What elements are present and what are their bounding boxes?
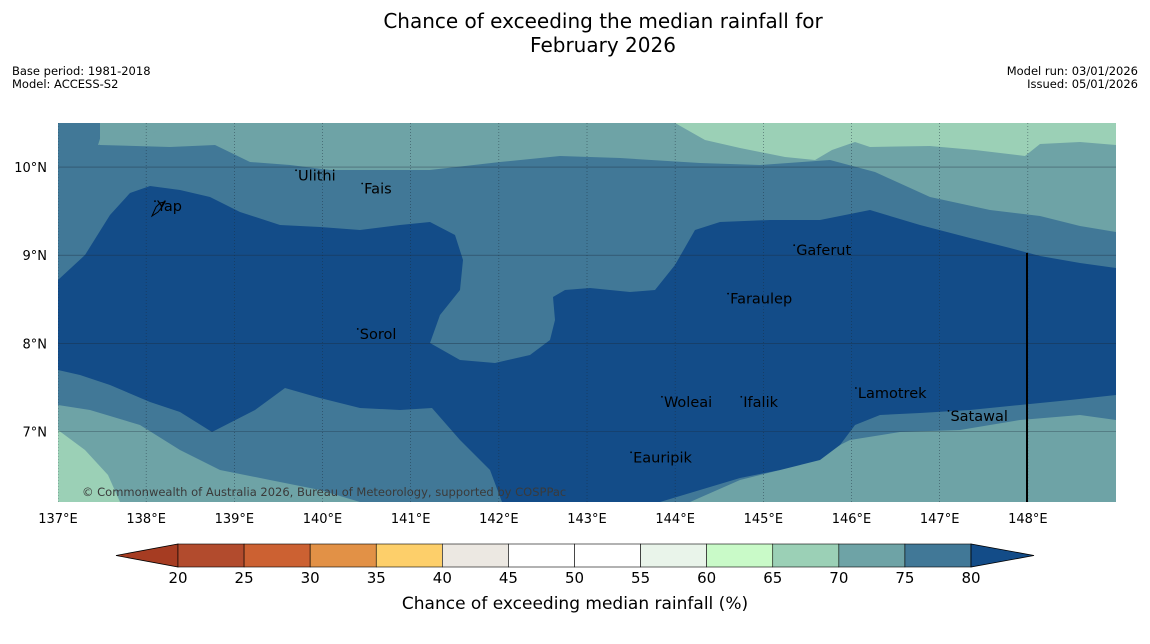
model-name: Model: ACCESS-S2: [12, 77, 119, 91]
place-marker: [295, 169, 297, 172]
longitude-tick-label: 140°E: [303, 512, 343, 527]
longitude-tick-label: 138°E: [126, 512, 166, 527]
title-line-2: February 2026: [530, 33, 676, 57]
longitude-tick-label: 146°E: [832, 512, 872, 527]
colorbar: 20 25 30 35 40 45 50 55 60 65 70 75 80: [115, 543, 1035, 587]
map-fill: Ulithi Fais Yap Gaferut Faraulep Sorol Lamotre…: [58, 123, 1116, 502]
place-label: Ifalik: [743, 395, 778, 411]
longitude-tick-label: 141°E: [391, 512, 431, 527]
place-marker: [661, 395, 663, 398]
colorbar-label: Chance of exceeding median rainfall (%): [401, 594, 749, 614]
zone-top-75: [100, 123, 1116, 232]
colorbar-tick-label: 75: [895, 569, 914, 587]
place-labels: Ulithi Fais Yap Gaferut Faraulep Sorol Lamotre…: [154, 168, 1008, 466]
latitude-labels: 10°N 9°N 8°N 7°N: [14, 161, 47, 440]
zone-bottom-right-75: [690, 415, 1116, 502]
latitude-tick-label: 10°N: [14, 161, 47, 176]
place-label: Yap: [156, 199, 182, 215]
colorbar-tick-label: 40: [433, 569, 452, 587]
meta-right: Model run: 03/01/2026 Issued: 05/01/2026: [1007, 65, 1138, 91]
longitude-tick-label: 145°E: [744, 512, 784, 527]
place-label: Fais: [364, 182, 391, 198]
place-marker: [793, 244, 796, 247]
colorbar-tick-label: 65: [763, 569, 782, 587]
colorbar-tick-label: 35: [367, 569, 386, 587]
colorbar-segment: [442, 543, 509, 568]
colorbar-segment: [640, 543, 707, 568]
colorbar-segment: [706, 543, 774, 568]
colorbar-segment: [309, 543, 377, 568]
place-marker: [361, 182, 364, 185]
colorbar-segment: [243, 543, 311, 568]
colorbar-tick-label: 70: [829, 569, 848, 587]
colorbar-tick-label: 50: [565, 569, 584, 587]
longitude-tick-label: 148°E: [1008, 512, 1048, 527]
zone-bottom-left-75: [58, 405, 360, 502]
issued-date: Issued: 05/01/2026: [1027, 77, 1138, 91]
zone-bottom-left-70: [58, 430, 120, 502]
place-label: Ulithi: [298, 168, 336, 184]
place-label: Eauripik: [633, 450, 692, 466]
colorbar-tick-label: 20: [168, 569, 187, 587]
longitude-tick-label: 142°E: [479, 512, 519, 527]
place-marker: [727, 292, 729, 295]
zone-top-70: [675, 123, 1116, 160]
colorbar-tick-label: 55: [631, 569, 650, 587]
place-marker: [630, 451, 632, 454]
longitude-labels: 137°E 138°E 139°E 140°E 141°E 142°E 143°E 144°E…: [38, 512, 1047, 527]
colorbar-extend-low: [115, 543, 179, 568]
title-line-1: Chance of exceeding the median rainfall …: [383, 9, 823, 33]
place-label: Woleai: [664, 395, 712, 411]
place-label: Satawal: [950, 409, 1007, 425]
place-label: Lamotrek: [858, 386, 927, 402]
copyright-notice: © Commonwealth of Australia 2026, Bureau…: [82, 485, 566, 499]
colorbar-tick-label: 60: [697, 569, 716, 587]
yap-island: [150, 201, 167, 218]
colorbar-extend-high: [970, 543, 1035, 568]
colorbar-segment: [375, 543, 443, 568]
model-run: Model run: 03/01/2026: [1006, 64, 1138, 78]
longitude-tick-label: 144°E: [655, 512, 695, 527]
meta-left: Base period: 1981-2018 Model: ACCESS-S2: [12, 65, 151, 91]
place-label: Faraulep: [730, 292, 792, 308]
base-period: Base period: 1981-2018: [12, 64, 151, 78]
colorbar-segment: [772, 543, 840, 568]
longitude-tick-label: 139°E: [215, 512, 255, 527]
longitude-tick-label: 143°E: [567, 512, 607, 527]
longitude-tick-label: 147°E: [920, 512, 960, 527]
colorbar-segment: [508, 543, 575, 568]
map-title: Chance of exceeding the median rainfall …: [0, 9, 1150, 57]
place-label: Gaferut: [796, 243, 851, 259]
colorbar-tick-label: 80: [961, 569, 980, 587]
place-label: Sorol: [360, 327, 397, 343]
place-marker: [740, 395, 743, 398]
latitude-tick-label: 9°N: [23, 249, 48, 264]
colorbar-segment: [838, 543, 906, 568]
place-marker: [356, 328, 359, 330]
latitude-tick-label: 7°N: [23, 425, 48, 440]
colorbar-segment: [177, 543, 245, 568]
colorbar-tick-label: 30: [301, 569, 320, 587]
latitude-tick-label: 8°N: [23, 337, 48, 352]
graticule: [58, 123, 1116, 502]
place-marker: [947, 410, 950, 412]
colorbar-segment: [574, 543, 641, 568]
place-marker: [855, 387, 857, 389]
colorbar-tick-label: 25: [235, 569, 254, 587]
zone-top-left-70: [98, 123, 212, 145]
longitude-tick-label: 137°E: [38, 512, 78, 527]
colorbar-segment: [904, 543, 972, 568]
place-marker: [154, 200, 156, 203]
colorbar-tick-label: 45: [499, 569, 518, 587]
